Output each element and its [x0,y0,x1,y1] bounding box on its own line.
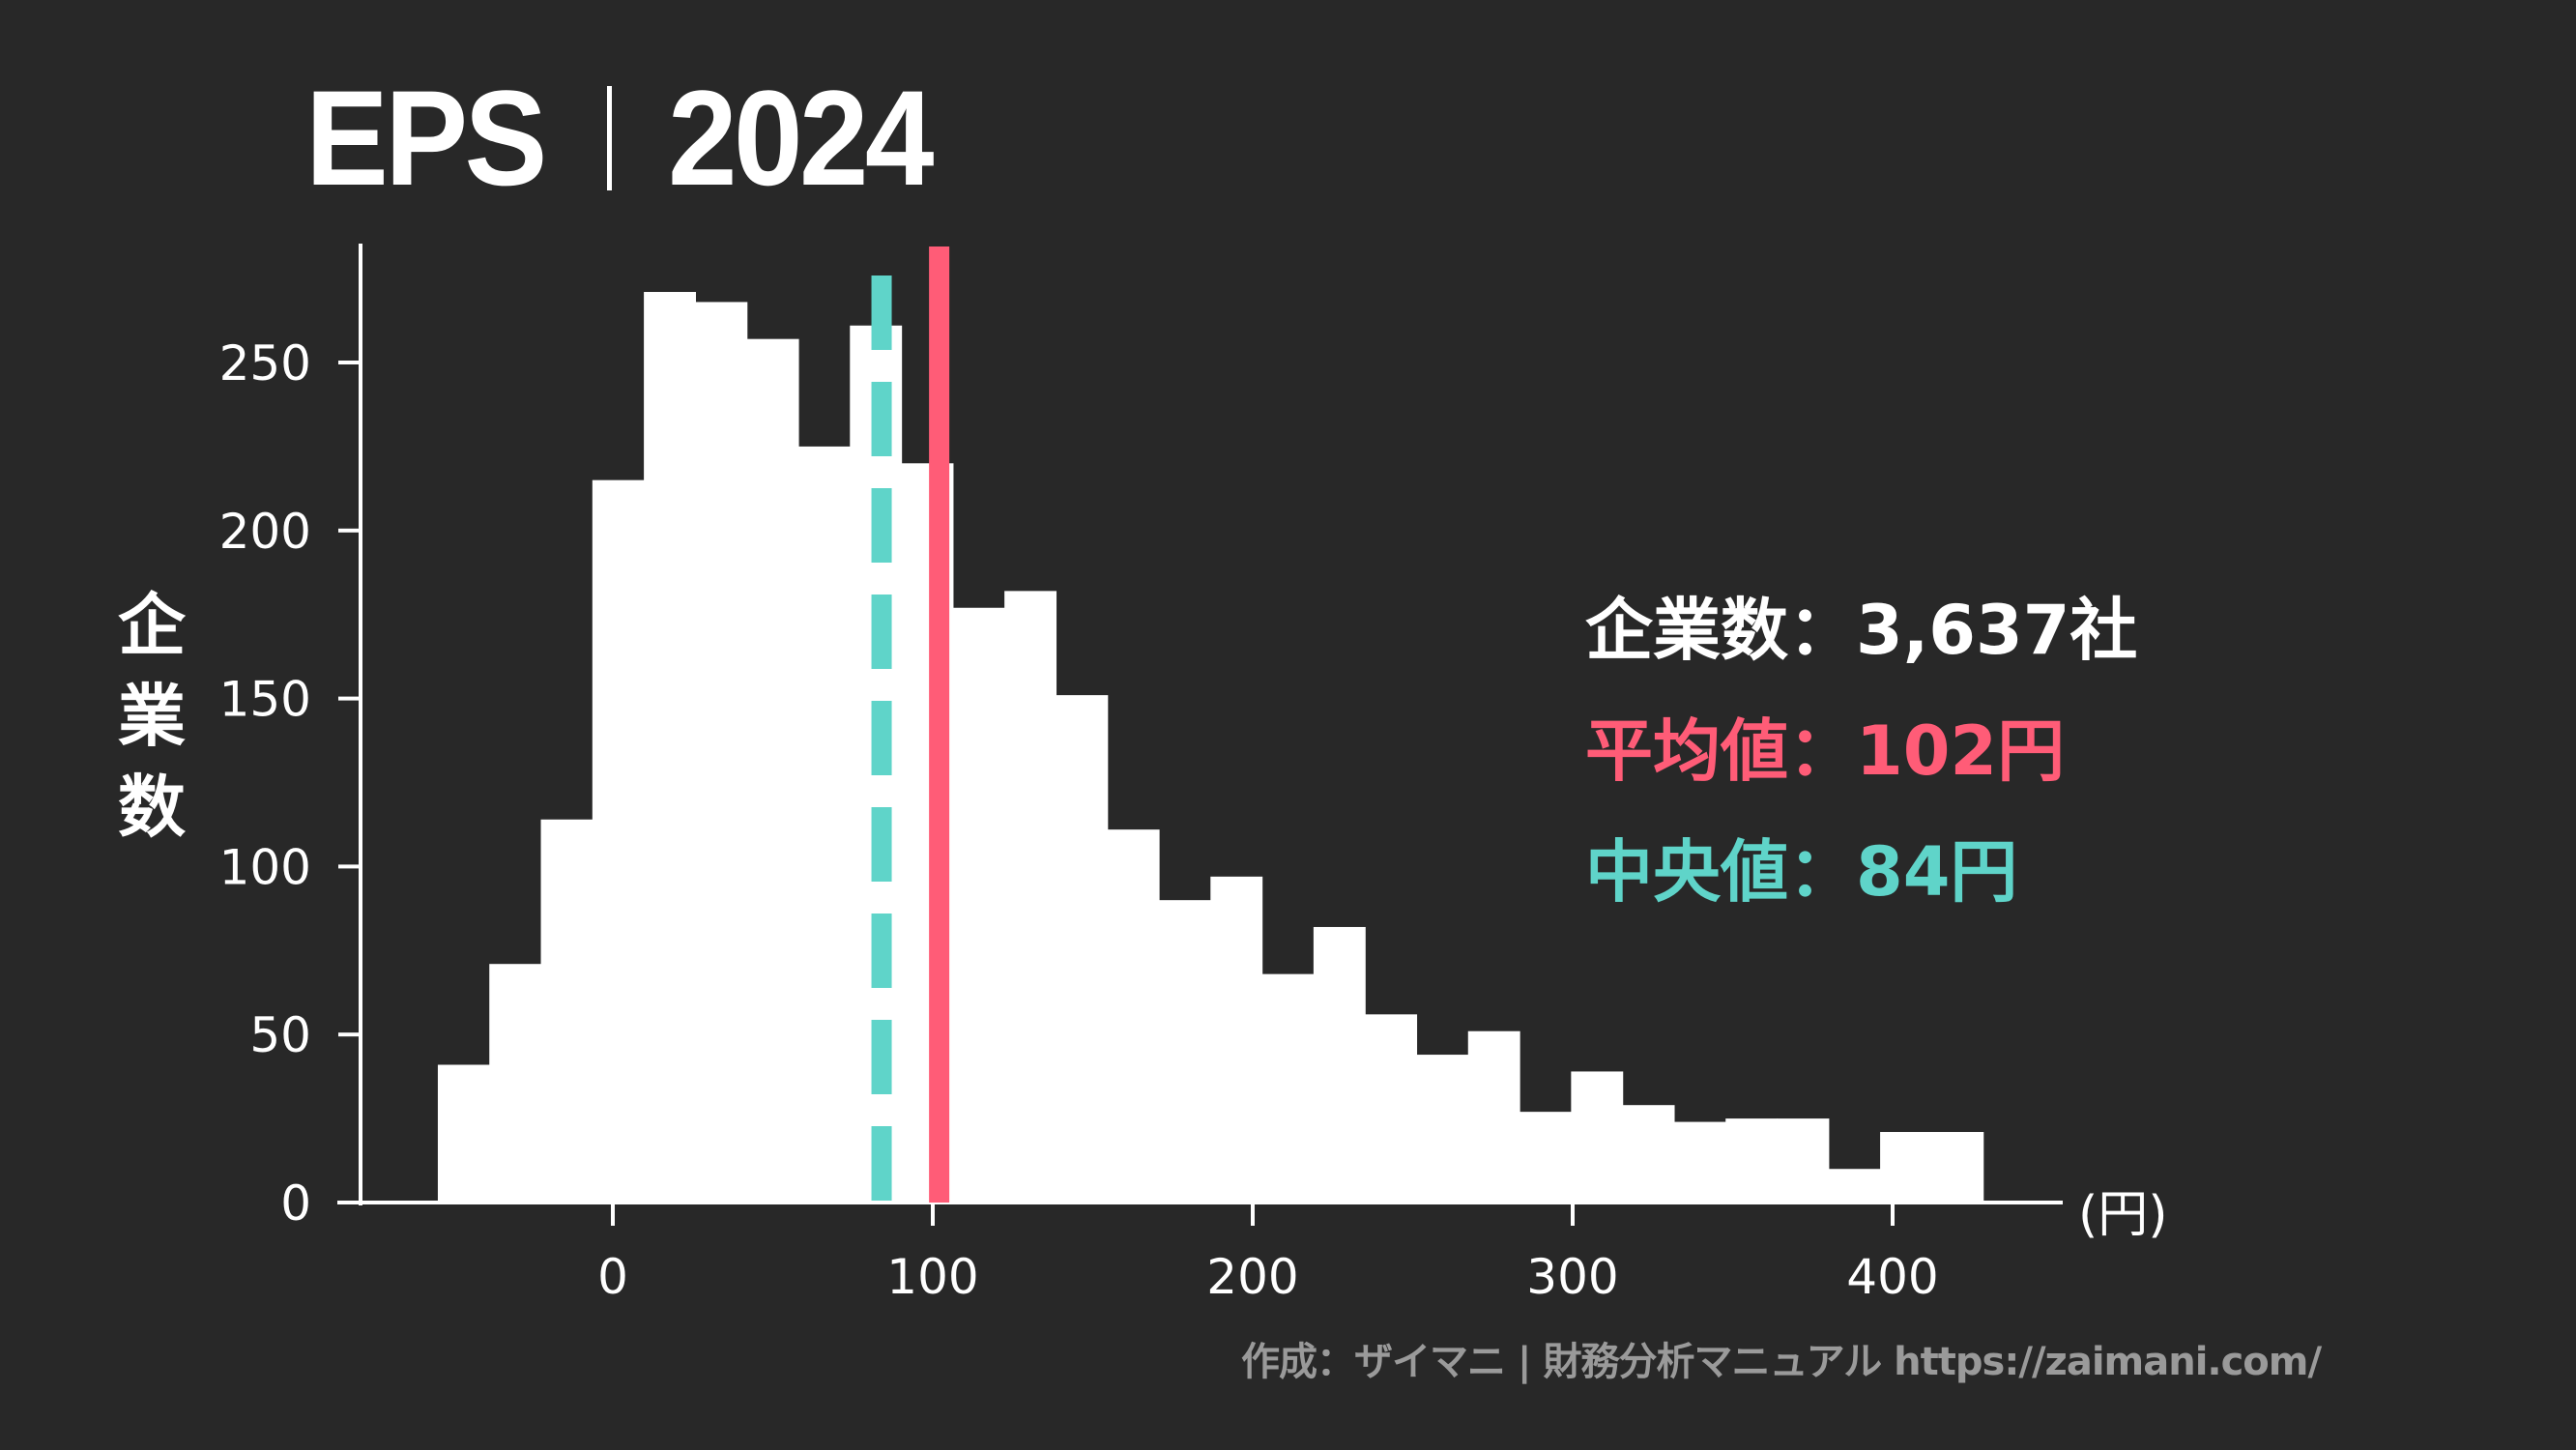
histogram-bar [1673,1121,1726,1203]
y-axis-label: 企 業 数 [108,580,195,853]
histogram-bar [1416,1055,1469,1203]
x-tick [611,1204,615,1226]
x-tick-label: 0 [597,1249,628,1305]
histogram-bar [695,302,748,1203]
y-tick-label: 0 [280,1175,311,1232]
y-tick-label: 250 [219,335,311,392]
y-tick-label: 200 [219,504,311,560]
x-tick [931,1204,935,1226]
y-axis-label-char: 数 [118,768,186,847]
histogram-bar [437,1064,490,1203]
y-tick [338,864,360,869]
median-stat: 中央値：84円 [1585,832,2018,912]
histogram-bar [797,446,851,1203]
x-tick-label: 400 [1846,1249,1938,1305]
histogram-bar [1622,1105,1675,1203]
histogram-bar [540,819,593,1203]
y-tick [338,528,360,533]
histogram-bar [1725,1118,1779,1203]
chart-title: EPS 2024 [305,71,954,206]
histogram-bar [1313,926,1366,1203]
mean-stat: 平均値：102円 [1585,711,2066,791]
y-tick [338,696,360,701]
y-axis-label-char: 業 [118,677,186,756]
y-tick-label: 100 [219,839,311,895]
histogram-bar [1261,973,1315,1203]
histogram-bar [1777,1118,1830,1203]
histogram-bar [746,338,799,1204]
x-tick-label: 100 [886,1249,978,1305]
y-tick [338,1032,360,1037]
reference-lines [871,246,950,1203]
histogram-bar [1004,591,1057,1203]
x-axis-unit-label: (円) [2078,1186,2168,1244]
histogram-bar [592,479,645,1203]
company-count-stat: 企業数：3,637社 [1585,591,2138,670]
histogram-bar [1056,695,1109,1203]
title-year: 2024 [668,62,935,214]
stats-legend: 企業数：3,637社 平均値：102円 中央値：84円 [1585,570,2137,933]
y-tick-label: 50 [249,1007,311,1063]
histogram-bar [952,607,1005,1203]
x-tick [1251,1204,1255,1226]
x-axis-line [337,1201,2063,1204]
histogram-bar [644,292,696,1203]
y-axis-label-char: 企 [118,586,186,665]
chart-axes: 0 50 100 150 200 250 0 100 200 300 400 [219,244,2063,1305]
title-metric: EPS [305,62,547,214]
x-tick-label: 200 [1206,1249,1298,1305]
histogram-bar [1467,1030,1520,1203]
x-tick [1891,1204,1895,1226]
y-axis-line [359,244,362,1205]
histogram-bar [489,964,542,1203]
y-tick [338,1201,360,1204]
mean-line [929,246,950,1203]
histogram-bar [1520,1112,1572,1203]
histogram-bar [1107,829,1160,1203]
histogram-bar [1880,1132,1932,1203]
y-tick [338,361,360,364]
footer-credit: 作成：ザイマニ | 財務分析マニュアル https://zaimani.com/ [1241,1340,2322,1384]
histogram-bar [1828,1169,1881,1203]
x-tick-label: 300 [1526,1249,1618,1305]
x-tick [1571,1204,1575,1226]
histogram-bar [1159,900,1211,1203]
histogram-bar [1365,1014,1418,1203]
histogram-bar [1931,1132,1984,1203]
histogram-bar [1571,1071,1624,1203]
y-tick-label: 150 [219,672,311,728]
histogram-bars [437,292,1984,1204]
title-divider [607,86,613,190]
histogram-bar [1210,876,1263,1203]
